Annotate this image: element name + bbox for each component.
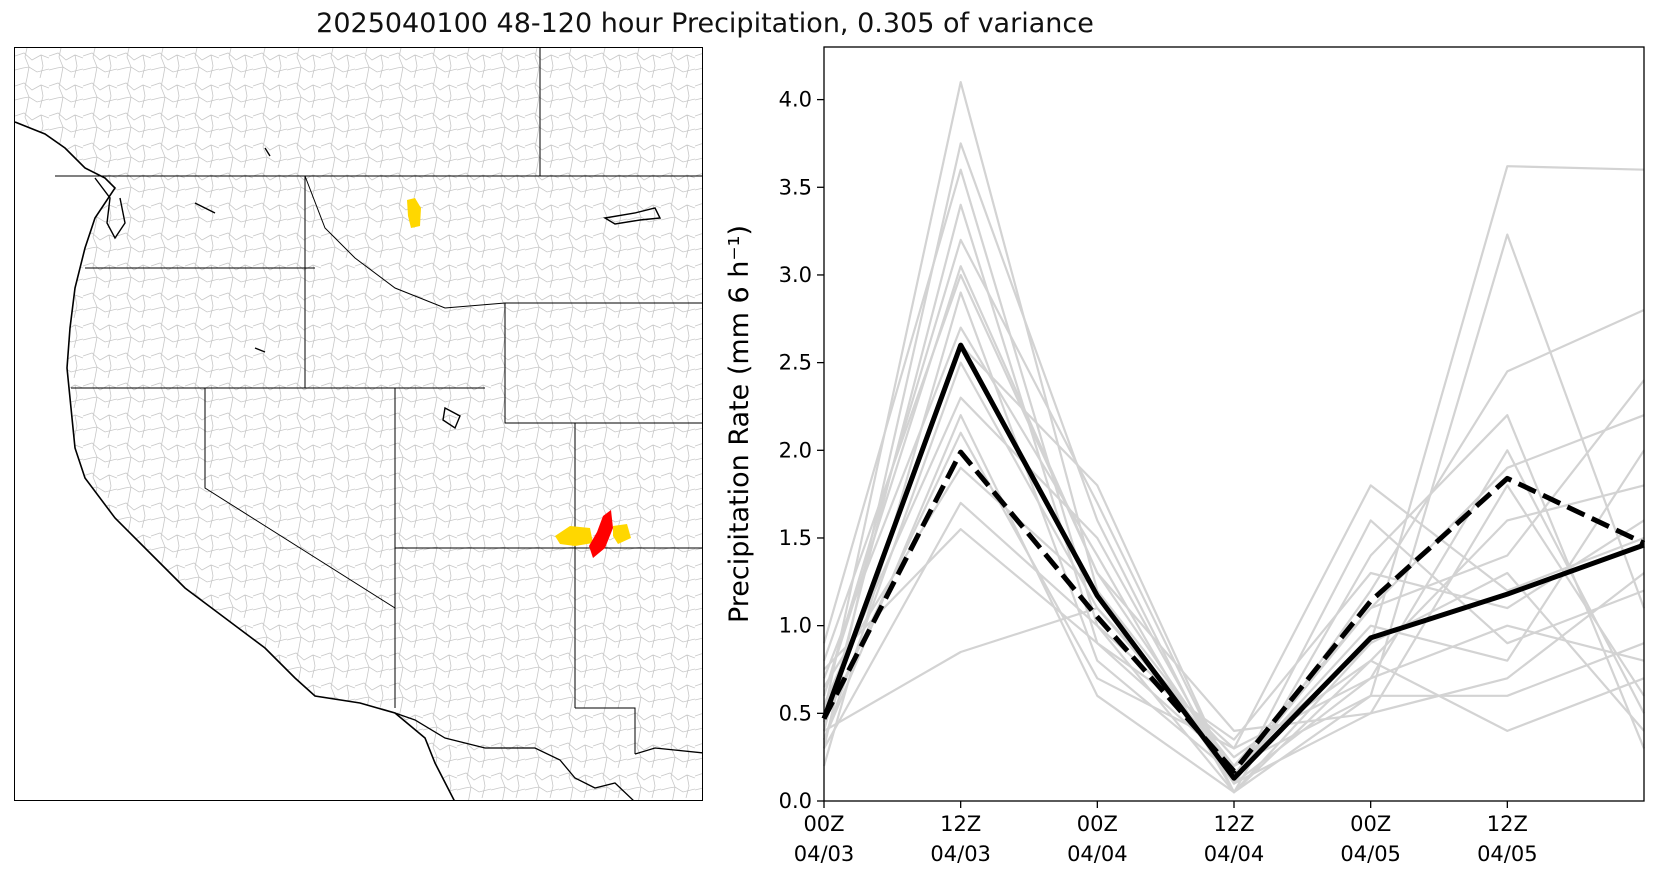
plot-frame xyxy=(823,46,1645,802)
ensemble-member-line-11 xyxy=(823,431,1645,750)
gulf-of-california-coast xyxy=(394,712,634,800)
x-tick-label: 04/03 xyxy=(930,842,991,866)
y-tick-label: 1.0 xyxy=(779,614,812,638)
x-tick-label: 04/05 xyxy=(1340,842,1401,866)
state-boundaries xyxy=(55,48,702,754)
y-tick-label: 2.5 xyxy=(779,351,812,375)
plot-area xyxy=(821,80,1646,794)
x-tick-label: 00Z xyxy=(1350,812,1391,836)
basin-high xyxy=(589,510,613,558)
axes: 0.0 0.5 1.0 1.5 2.0 2.5 3.0 3.5 4.0 00Z 04/03 12Z 04… xyxy=(779,46,1645,866)
x-tick-label: 00Z xyxy=(803,812,844,836)
y-tick-label: 2.0 xyxy=(779,438,812,462)
ensemble-member-line-15 xyxy=(823,571,1645,768)
y-tick-label: 3.0 xyxy=(779,263,812,287)
y-axis-label: Precipitation Rate (mm 6 h⁻¹) xyxy=(724,225,755,623)
dashed-series-line xyxy=(821,449,1646,774)
y-tick-label: 0.0 xyxy=(779,789,812,813)
x-tick-label: 12Z xyxy=(940,812,981,836)
ensemble-member-line-16 xyxy=(822,344,1645,785)
x-tick-label: 04/04 xyxy=(1204,842,1265,866)
ensemble-member-line-12 xyxy=(823,379,1645,768)
ensemble-member-line-9 xyxy=(822,361,1645,759)
y-tick-label: 3.5 xyxy=(779,175,812,199)
y-tick-label: 0.5 xyxy=(779,701,812,725)
x-tick-label: 12Z xyxy=(1487,812,1528,836)
ensemble-member-line-1 xyxy=(822,80,1645,785)
ensemble-member-line-6 xyxy=(822,273,1645,733)
basin-map-canvas xyxy=(15,48,702,800)
basin-moderate-west xyxy=(555,526,593,546)
x-tick-label: 04/05 xyxy=(1477,842,1538,866)
puget-sound xyxy=(94,177,126,240)
x-tick-label: 04/03 xyxy=(794,842,855,866)
ensemble-member-line-5 xyxy=(822,238,1645,785)
y-tick-label: 4.0 xyxy=(779,88,812,112)
x-tick-label: 12Z xyxy=(1213,812,1254,836)
basin-moderate-east xyxy=(613,524,631,544)
basin-map xyxy=(14,47,703,801)
basin-moderate-north xyxy=(407,198,421,228)
coastline xyxy=(15,121,455,800)
gulf-of-mexico-coast xyxy=(634,747,702,755)
x-tick-label: 00Z xyxy=(1077,812,1118,836)
lakes xyxy=(194,147,662,430)
solid-series-line xyxy=(821,342,1645,781)
x-tick-label: 04/04 xyxy=(1067,842,1128,866)
y-tick-label: 1.5 xyxy=(779,526,812,550)
ensemble-member-line-14 xyxy=(823,519,1645,741)
ensemble-member-line-18 xyxy=(822,414,1645,794)
ensemble-member-line-2 xyxy=(822,142,1645,794)
figure-title: 2025040100 48-120 hour Precipitation, 0.… xyxy=(316,8,1094,39)
